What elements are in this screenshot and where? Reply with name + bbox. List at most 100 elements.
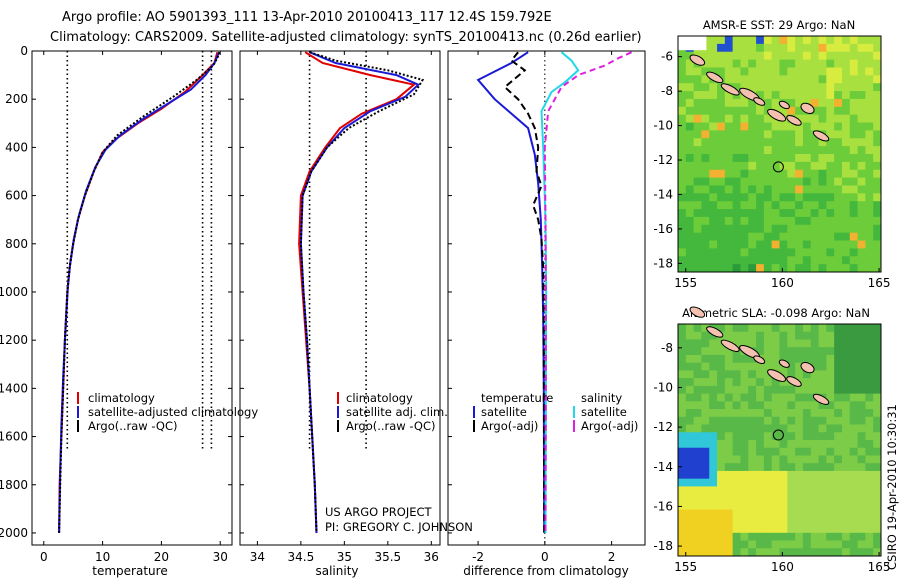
- map-cell: [717, 424, 726, 433]
- map-cell: [873, 409, 882, 418]
- map-cell: [740, 106, 749, 116]
- map-cell: [685, 67, 695, 76]
- map-cell: [834, 509, 843, 518]
- map-cell: [802, 232, 812, 241]
- island: [706, 326, 724, 338]
- map-cell: [756, 432, 765, 441]
- map-cell: [724, 362, 734, 371]
- map-cell: [849, 393, 858, 402]
- map-cell: [724, 347, 734, 356]
- map-cell: [834, 114, 843, 123]
- map-cell: [841, 224, 851, 234]
- temperature-tick-labels: 0 10 20 30: [40, 51, 228, 564]
- map-cell: [717, 370, 726, 379]
- map-cell: [841, 548, 851, 557]
- map-cell: [802, 494, 812, 503]
- map-cell: [724, 455, 734, 464]
- map-cell: [756, 440, 765, 449]
- map-cell: [771, 36, 780, 45]
- map-cell: [795, 51, 804, 60]
- map-cell: [841, 193, 851, 202]
- map-cell: [841, 264, 851, 273]
- map-cell: [873, 209, 882, 218]
- map-cell: [841, 146, 851, 155]
- map-cell: [787, 525, 796, 534]
- island: [786, 376, 802, 387]
- map-cell: [779, 486, 788, 495]
- map-cell: [787, 201, 796, 210]
- map-cell: [732, 540, 741, 549]
- map-cell: [701, 339, 710, 348]
- map-cell: [818, 385, 827, 394]
- map-cell: [771, 240, 780, 249]
- map-cell: [771, 525, 780, 534]
- map-cell: [810, 98, 819, 108]
- map-cell: [795, 455, 804, 464]
- map-cell: [685, 256, 695, 265]
- map-cell: [771, 122, 780, 131]
- map-cell: [717, 114, 726, 123]
- salinity-axis-label: salinity: [315, 564, 358, 578]
- map-cell: [756, 509, 765, 518]
- map-cell: [732, 501, 741, 510]
- map-cell: [795, 401, 804, 410]
- map-cell: [857, 83, 866, 92]
- map-cell: [834, 378, 843, 387]
- map-cell: [756, 51, 765, 60]
- map-cell: [873, 324, 882, 333]
- map-cell: [818, 67, 827, 76]
- map-cell: [678, 532, 687, 541]
- map-cell: [802, 393, 812, 402]
- map-cell: [834, 216, 843, 226]
- map-cell: [826, 447, 835, 456]
- map-cell: [857, 339, 866, 348]
- map-cell: [810, 324, 819, 333]
- map-cell: [802, 216, 812, 226]
- map-cell: [678, 501, 687, 510]
- map-cell: [763, 201, 773, 210]
- map-cell: [849, 517, 858, 526]
- map-cell: [795, 432, 804, 441]
- map-cell: [685, 209, 695, 218]
- map-cell: [779, 106, 788, 116]
- map-cell: [685, 161, 695, 171]
- map-cell: [787, 36, 796, 45]
- map-cell: [857, 409, 866, 418]
- map-cell: [841, 240, 851, 249]
- map-cell: [810, 540, 819, 549]
- map-cell: [849, 122, 858, 131]
- map-cell: [802, 224, 812, 234]
- map-cell: [841, 185, 851, 194]
- map-cell: [873, 401, 882, 410]
- map-cell: [834, 354, 843, 364]
- map-cell: [857, 532, 866, 541]
- series-line: [543, 51, 633, 534]
- map-cell: [810, 354, 819, 364]
- map-cell: [693, 370, 702, 379]
- map-cell: [865, 201, 874, 210]
- map-cell: [693, 169, 702, 178]
- map-cell: [818, 185, 827, 194]
- map-cell: [717, 185, 726, 194]
- map-cell: [849, 209, 858, 218]
- map-cell: [841, 540, 851, 549]
- map-x-tick-label: 160: [771, 560, 794, 574]
- map-cell: [763, 525, 773, 534]
- map-cell: [779, 75, 788, 84]
- map-cell: [763, 114, 773, 123]
- map-cell: [685, 224, 695, 234]
- map-cell: [717, 347, 726, 356]
- map-cell: [849, 347, 858, 356]
- map-cell: [763, 416, 773, 425]
- map-cell: [826, 470, 835, 480]
- map-cell: [748, 331, 757, 340]
- map-cell: [865, 378, 874, 387]
- map-cell: [857, 201, 866, 210]
- difference-axes-frame: [447, 50, 646, 546]
- map-cell: [826, 154, 835, 163]
- map-cell: [818, 161, 827, 171]
- map-cell: [826, 36, 835, 45]
- map-cell: [740, 447, 749, 456]
- map-cell: [685, 264, 695, 273]
